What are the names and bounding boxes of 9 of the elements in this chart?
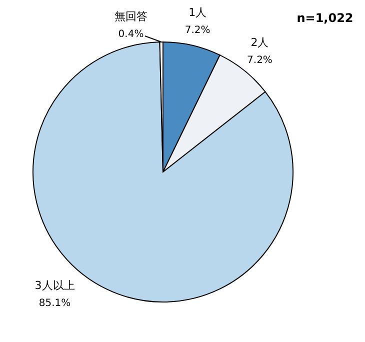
slice-label: 無回答 — [114, 10, 148, 23]
slice-label: 3人以上 — [34, 279, 75, 292]
data-label: 85.1% — [38, 298, 71, 310]
data-label: 7.2% — [247, 55, 272, 66]
text: n=1,022 — [296, 11, 354, 25]
data-label: 7.2% — [184, 24, 210, 36]
slice-label: 1人 — [188, 6, 207, 19]
data-label: 0.4% — [118, 29, 144, 40]
slice-label: 2人 — [250, 36, 269, 50]
